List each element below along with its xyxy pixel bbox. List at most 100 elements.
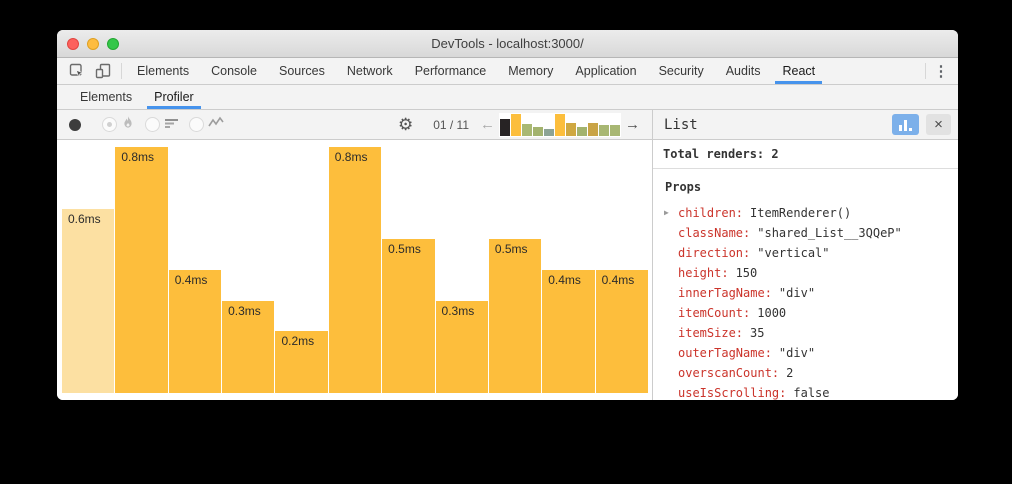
flame-bar-8[interactable]: 0.3ms xyxy=(436,301,488,393)
overflow-menu-icon[interactable]: ⋮ xyxy=(930,58,952,84)
tab-memory[interactable]: Memory xyxy=(497,58,564,84)
mode-ranked[interactable] xyxy=(145,116,179,134)
prop-value: "vertical" xyxy=(757,246,829,260)
devtools-window: DevTools - localhost:3000/ ElementsConso… xyxy=(57,30,958,400)
zoom-window-button[interactable] xyxy=(107,38,119,50)
flame-bar-label: 0.8ms xyxy=(121,150,154,164)
commit-bar-3[interactable] xyxy=(522,124,532,136)
tab-application[interactable]: Application xyxy=(564,58,647,84)
prop-key: itemCount: xyxy=(678,306,750,320)
render-chart-button[interactable] xyxy=(892,114,919,135)
prop-row-className[interactable]: className: "shared_List__3QQeP" xyxy=(653,223,958,243)
prop-value: 35 xyxy=(750,326,764,340)
commit-bar-10[interactable] xyxy=(599,125,609,136)
commit-bar-8[interactable] xyxy=(577,127,587,136)
record-button[interactable] xyxy=(69,119,81,131)
prop-row-outerTagName[interactable]: outerTagName:"div" xyxy=(653,343,958,363)
close-icon: × xyxy=(934,116,943,133)
prop-value: ItemRenderer() xyxy=(750,206,851,220)
prop-row-itemCount[interactable]: itemCount:1000 xyxy=(653,303,958,323)
flame-bar-3[interactable]: 0.4ms xyxy=(169,270,221,393)
tab-react[interactable]: React xyxy=(771,58,826,84)
commit-bar-1-selected[interactable] xyxy=(500,119,510,136)
close-window-button[interactable] xyxy=(67,38,79,50)
flame-bar-label: 0.2ms xyxy=(281,334,314,348)
titlebar[interactable]: DevTools - localhost:3000/ xyxy=(57,30,958,58)
tab-console[interactable]: Console xyxy=(200,58,268,84)
commit-minichart[interactable] xyxy=(499,113,621,137)
react-subtabbar: ElementsProfiler xyxy=(57,85,958,110)
mode-flamegraph[interactable] xyxy=(102,115,135,134)
tab-network[interactable]: Network xyxy=(336,58,404,84)
device-toolbar-icon[interactable] xyxy=(90,58,117,84)
tab-sources[interactable]: Sources xyxy=(268,58,336,84)
commit-bar-9[interactable] xyxy=(588,123,598,136)
prop-key: overscanCount: xyxy=(678,366,779,380)
prop-row-itemSize[interactable]: itemSize: 35 xyxy=(653,323,958,343)
prop-value: 2 xyxy=(786,366,793,380)
minimize-window-button[interactable] xyxy=(87,38,99,50)
flame-bar-2[interactable]: 0.8ms xyxy=(115,147,167,393)
interactions-radio[interactable] xyxy=(189,117,204,132)
commit-bar-11[interactable] xyxy=(610,125,620,136)
commit-bar-6[interactable] xyxy=(555,114,565,136)
props-list: ▶ children: ItemRenderer()className: "share… xyxy=(653,203,958,400)
flame-bar-label: 0.6ms xyxy=(68,212,101,226)
flame-bar-11[interactable]: 0.4ms xyxy=(596,270,648,393)
prop-value: "div" xyxy=(779,286,815,300)
prop-row-height[interactable]: height:150 xyxy=(653,263,958,283)
details-pane: List × Total renders: 2 Props ▶ children:… xyxy=(652,110,958,400)
flame-bar-6[interactable]: 0.8ms xyxy=(329,147,381,393)
expander-icon[interactable]: ▶ xyxy=(664,208,669,217)
prop-row-overscanCount[interactable]: overscanCount: 2 xyxy=(653,363,958,383)
component-name: List xyxy=(664,117,892,133)
flame-bar-1[interactable]: 0.6ms xyxy=(62,209,114,393)
mode-interactions[interactable] xyxy=(189,116,224,134)
ranked-radio[interactable] xyxy=(145,117,160,132)
prop-row-direction[interactable]: direction:"vertical" xyxy=(653,243,958,263)
tab-security[interactable]: Security xyxy=(648,58,715,84)
next-commit-icon[interactable]: → xyxy=(621,116,644,133)
flame-bar-label: 0.8ms xyxy=(335,150,368,164)
flame-bar-label: 0.4ms xyxy=(548,273,581,287)
prev-commit-icon[interactable]: ← xyxy=(476,116,499,133)
ranked-chart-icon xyxy=(164,116,179,134)
flamegraph-radio[interactable] xyxy=(102,117,117,132)
total-renders-value: 2 xyxy=(771,147,778,161)
prop-row-innerTagName[interactable]: innerTagName:"div" xyxy=(653,283,958,303)
total-renders: Total renders: 2 xyxy=(653,140,958,169)
subtab-profiler[interactable]: Profiler xyxy=(143,85,205,109)
prop-key: itemSize: xyxy=(678,326,743,340)
commit-bar-7[interactable] xyxy=(566,123,576,136)
prop-value: "shared_List__3QQeP" xyxy=(757,226,902,240)
tab-elements[interactable]: Elements xyxy=(126,58,200,84)
flame-bar-7[interactable]: 0.5ms xyxy=(382,239,434,393)
flame-bar-4[interactable]: 0.3ms xyxy=(222,301,274,393)
inspect-element-icon[interactable] xyxy=(63,58,90,84)
flame-bar-9[interactable]: 0.5ms xyxy=(489,239,541,393)
tab-performance[interactable]: Performance xyxy=(404,58,498,84)
commit-bar-2[interactable] xyxy=(511,114,521,136)
commit-bar-5[interactable] xyxy=(544,129,554,136)
flame-bar-label: 0.4ms xyxy=(175,273,208,287)
props-heading: Props xyxy=(665,180,958,194)
traffic-lights xyxy=(67,38,119,50)
subtab-elements[interactable]: Elements xyxy=(69,85,143,109)
prop-key: outerTagName: xyxy=(678,346,772,360)
commit-bar-4[interactable] xyxy=(533,127,543,136)
flame-bar-5[interactable]: 0.2ms xyxy=(275,331,327,393)
devtools-tabbar: ElementsConsoleSourcesNetworkPerformance… xyxy=(57,58,958,85)
prop-row-children[interactable]: ▶ children: ItemRenderer() xyxy=(653,203,958,223)
tab-audits[interactable]: Audits xyxy=(715,58,772,84)
prop-value: false xyxy=(793,386,829,400)
prop-value: 150 xyxy=(736,266,758,280)
flame-bar-10[interactable]: 0.4ms xyxy=(542,270,594,393)
prop-key: className: xyxy=(678,226,750,240)
total-renders-label: Total renders: xyxy=(663,147,771,161)
prop-key: children: xyxy=(678,206,743,220)
close-details-button[interactable]: × xyxy=(926,114,951,135)
settings-gear-icon[interactable]: ⚙ xyxy=(398,115,413,135)
devtools-tabbar-tabs: ElementsConsoleSourcesNetworkPerformance… xyxy=(126,58,826,84)
prop-row-useIsScrolling[interactable]: useIsScrolling:false xyxy=(653,383,958,400)
profiler-toolbar: ⚙ 01 / 11 ← → xyxy=(57,110,652,140)
